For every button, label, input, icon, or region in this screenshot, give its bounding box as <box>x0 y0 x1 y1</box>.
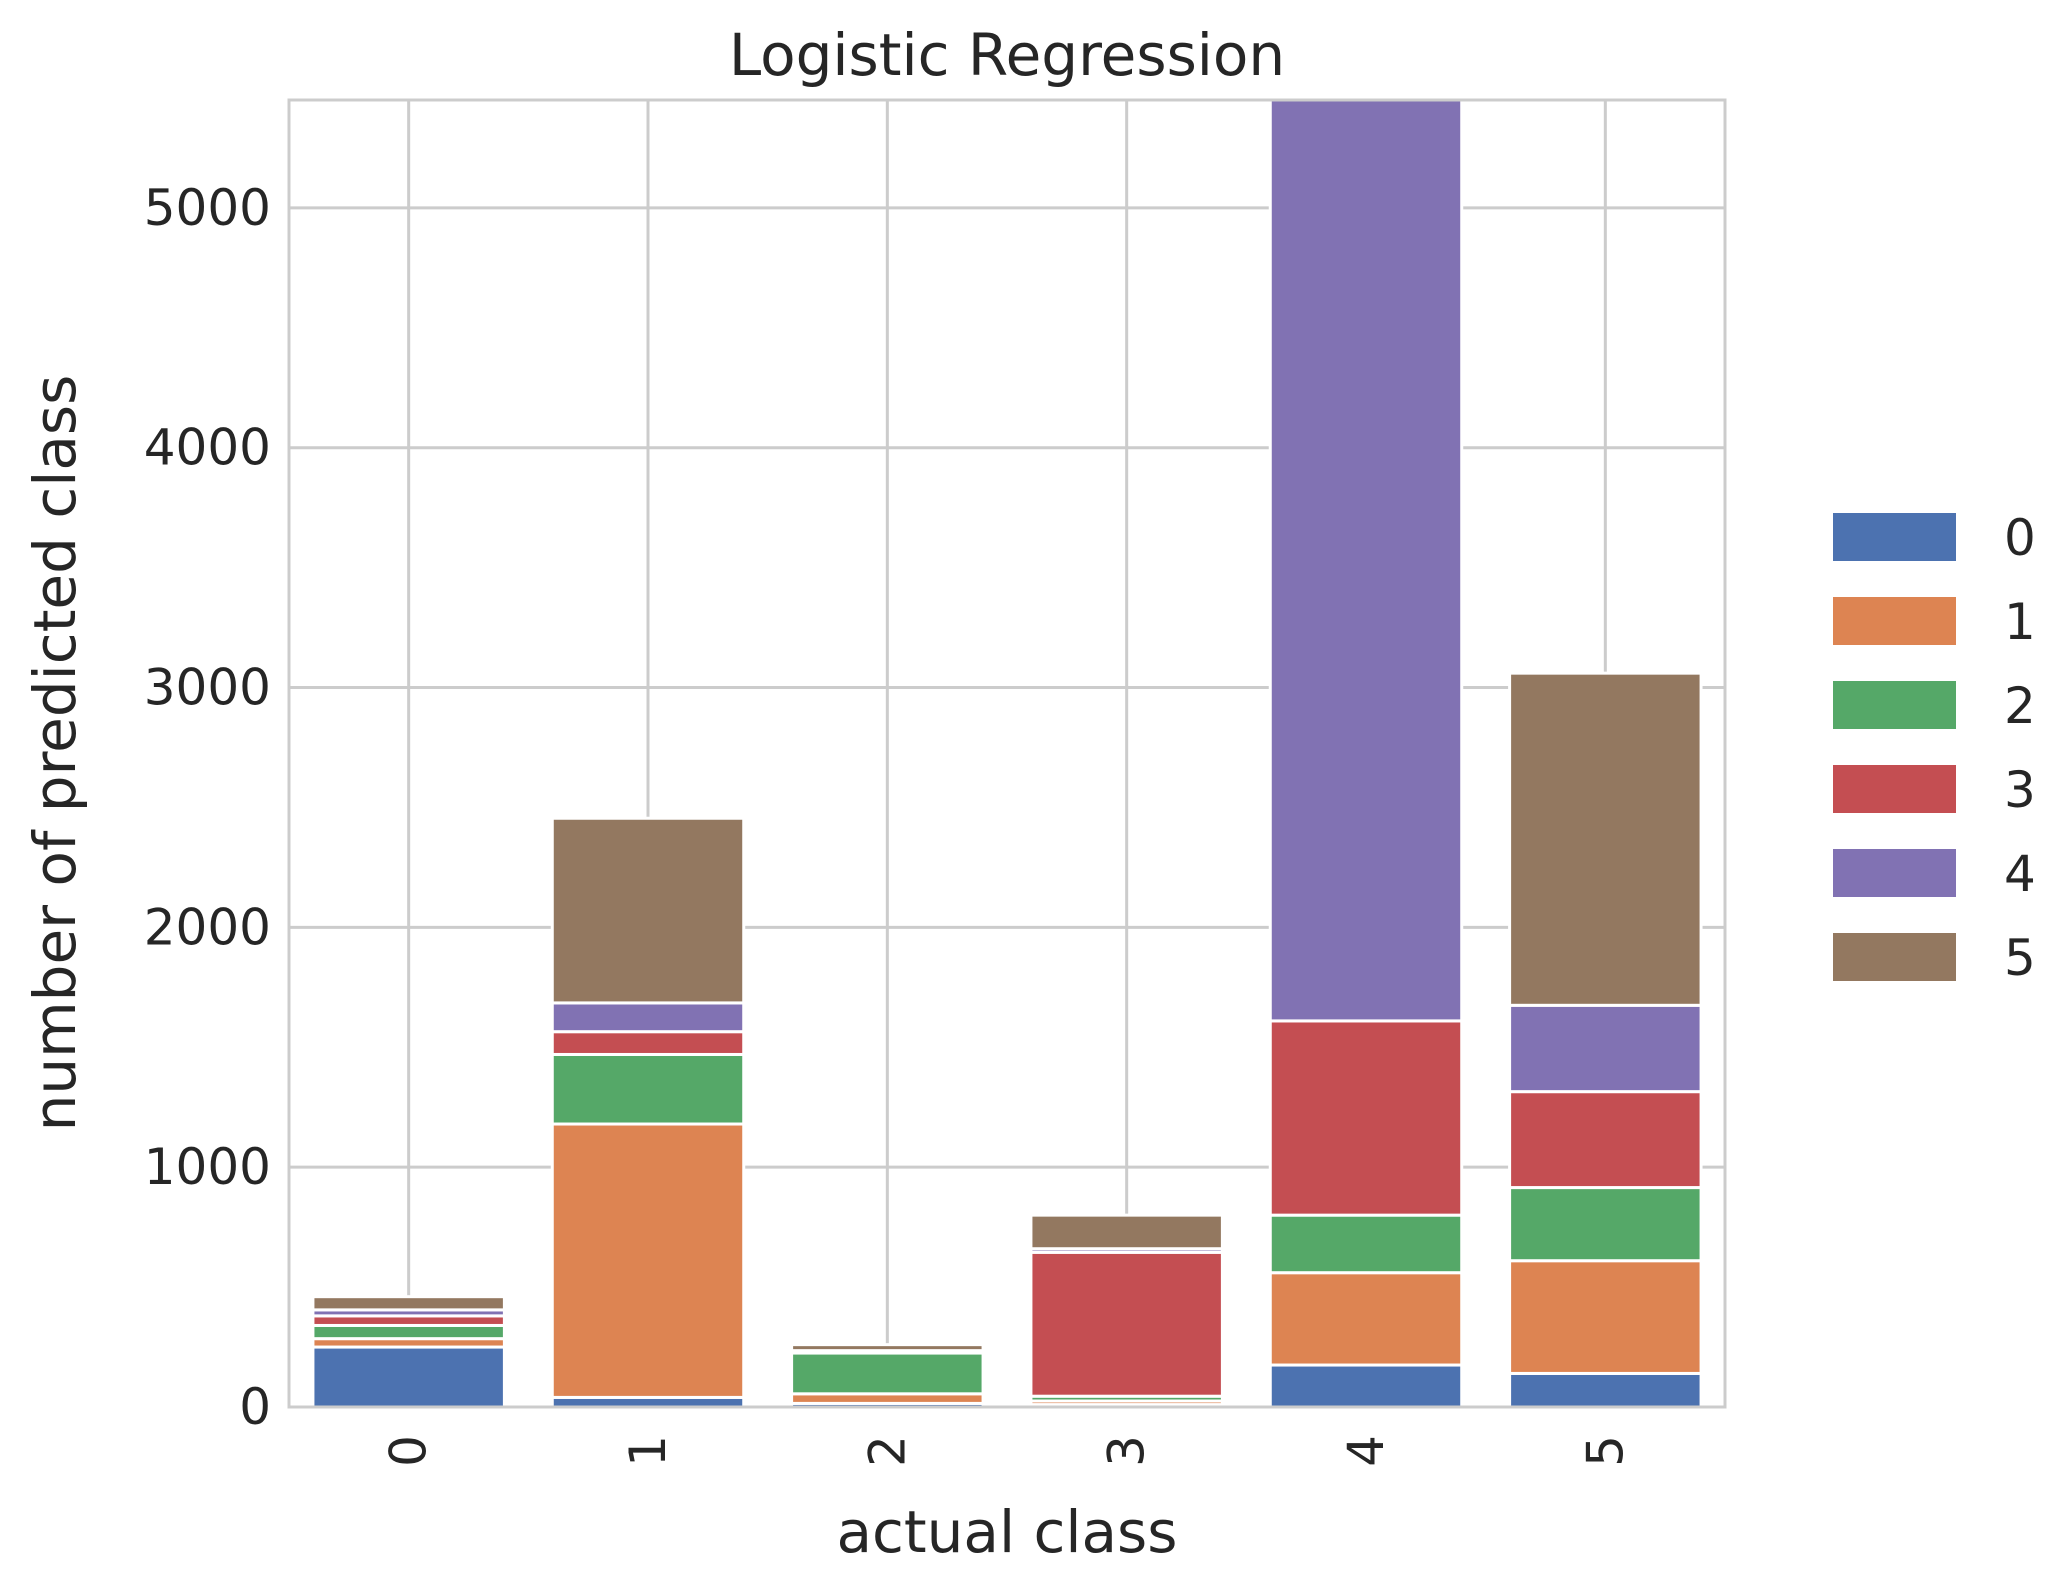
bar-segment <box>1508 671 1703 1007</box>
bar-segment <box>1268 1213 1464 1275</box>
bar-segment <box>1268 1271 1464 1367</box>
bar-segment <box>1508 1371 1703 1409</box>
bar-segment <box>1508 1090 1703 1190</box>
bar-segment <box>1508 1003 1703 1094</box>
bar-segment <box>1029 1213 1224 1251</box>
legend-label: 2 <box>2004 677 2036 735</box>
legend-swatch <box>1833 765 1956 813</box>
legend: 0 1 2 3 4 5 <box>1833 509 2036 987</box>
x-tick-label: 3 <box>1098 1435 1156 1467</box>
bar-segment <box>1029 1250 1224 1398</box>
legend-swatch <box>1833 849 1956 897</box>
y-tick-label: 5000 <box>144 179 271 237</box>
plot-frame <box>287 98 1727 1409</box>
legend-label: 1 <box>2004 593 2036 651</box>
bar-segment <box>550 1030 746 1056</box>
bar-segment <box>1508 1259 1703 1375</box>
bar-segment <box>311 1323 506 1341</box>
x-axis-label: actual class <box>836 1498 1177 1566</box>
bar-segment <box>311 1345 506 1409</box>
legend-label: 5 <box>2004 929 2036 987</box>
legend-label: 4 <box>2004 845 2036 903</box>
x-tick-label: 2 <box>858 1435 916 1467</box>
legend-swatch <box>1833 513 1956 561</box>
y-tick-label: 3000 <box>144 659 271 717</box>
legend-label: 3 <box>2004 761 2036 819</box>
y-tick-label: 0 <box>239 1378 271 1436</box>
x-tick-label: 5 <box>1576 1435 1634 1467</box>
bar-segment <box>1268 1363 1464 1409</box>
x-tick-label: 4 <box>1337 1435 1395 1467</box>
legend-label: 0 <box>2004 509 2036 567</box>
tick-labels: 0 1000 2000 3000 4000 5000 0 1 2 3 4 5 <box>144 179 1635 1467</box>
bar-segment <box>550 816 746 1005</box>
legend-swatch <box>1833 933 1956 981</box>
bar-segment <box>790 1343 985 1353</box>
bar-segment <box>1508 1186 1703 1263</box>
bar-segment <box>550 1052 746 1126</box>
y-tick-label: 4000 <box>144 419 271 477</box>
bar-segment <box>311 1295 506 1312</box>
bar-segment <box>790 1351 985 1396</box>
legend-swatch <box>1833 597 1956 645</box>
bar-segment <box>550 1122 746 1399</box>
bars <box>311 96 1703 1409</box>
x-tick-label: 1 <box>619 1435 677 1467</box>
bar-segment <box>550 1001 746 1034</box>
y-tick-label: 1000 <box>144 1138 271 1196</box>
y-tick-label: 2000 <box>144 898 271 956</box>
bar-segment <box>1268 96 1464 1023</box>
bar-segment <box>1268 1019 1464 1217</box>
x-tick-label: 0 <box>380 1435 438 1467</box>
chart-title: Logistic Regression <box>729 21 1285 89</box>
legend-swatch <box>1833 681 1956 729</box>
y-axis-label: number of predicted class <box>21 375 89 1132</box>
